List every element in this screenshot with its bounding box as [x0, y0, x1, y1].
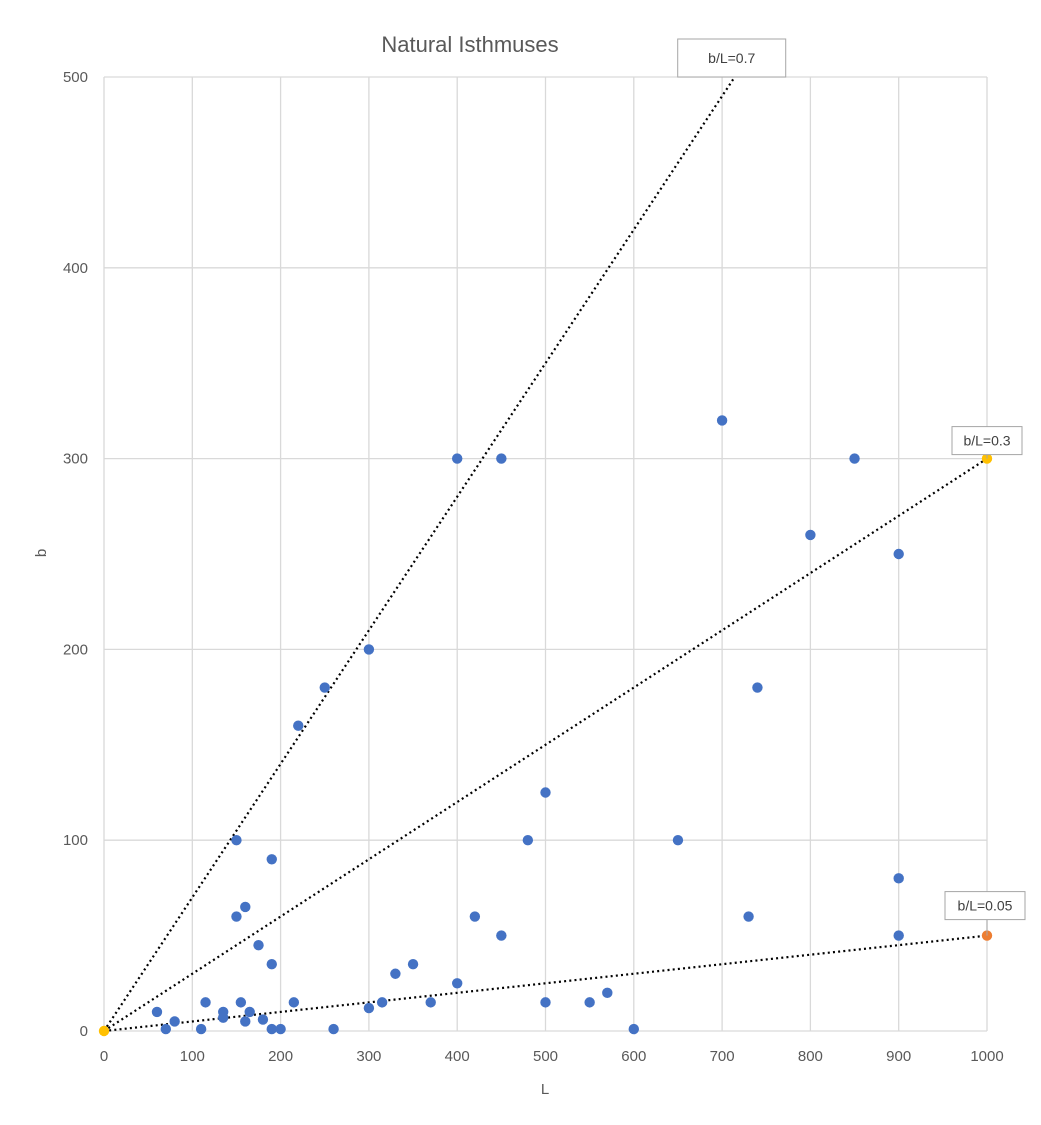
data-point [407, 959, 419, 970]
data-point [218, 1006, 229, 1018]
x-tick-label: 100 [180, 1048, 205, 1065]
x-tick-label: 900 [886, 1048, 911, 1065]
data-point [160, 1023, 172, 1035]
data-point [240, 901, 251, 913]
data-point [266, 854, 277, 865]
callout: b/L=0.3 [951, 426, 1023, 459]
data-point [363, 1002, 375, 1014]
y-tick-label: 100 [63, 832, 88, 849]
data-point [266, 1023, 277, 1035]
reference-line [103, 457, 988, 1032]
callout-box [944, 891, 1026, 921]
data-point [752, 682, 763, 693]
x-tick-label: 600 [621, 1048, 646, 1065]
callout: b/L=0.05 [944, 891, 1026, 936]
data-point [452, 978, 463, 989]
data-point [328, 1023, 339, 1035]
data-point [584, 997, 595, 1008]
data-point [805, 529, 816, 541]
y-axis-title: b [33, 549, 50, 557]
x-tick-label: 0 [100, 1048, 108, 1065]
grid [103, 76, 988, 1032]
callout-box [951, 426, 1023, 456]
data-point [240, 1016, 251, 1027]
data-point [390, 968, 401, 979]
data-point [169, 1016, 180, 1027]
y-tick-label: 500 [63, 69, 88, 86]
reference-line [103, 934, 988, 1033]
data-point [195, 1023, 207, 1035]
data-point [540, 787, 551, 798]
data-point [98, 1025, 110, 1037]
y-tick-label: 200 [63, 641, 88, 658]
data-point [275, 1023, 286, 1035]
chart-title: Natural Isthmuses [381, 32, 558, 57]
data-point [716, 415, 728, 426]
reference-lines [103, 76, 988, 1033]
data-point [231, 911, 242, 922]
callout-label: b/L=0.05 [958, 898, 1013, 914]
data-point [496, 453, 507, 464]
callout-label: b/L=0.7 [708, 50, 755, 66]
x-tick-label: 700 [710, 1048, 735, 1065]
y-tick-label: 400 [63, 260, 88, 277]
data-point [253, 939, 264, 951]
data-point [266, 959, 277, 970]
data-point [363, 644, 375, 655]
data-point [743, 911, 754, 922]
x-tick-label: 500 [533, 1048, 558, 1065]
data-point [893, 873, 904, 884]
callouts: b/L=0.7 b/L=0.3 b/L=0.05 [677, 38, 1026, 936]
data-point [672, 835, 684, 846]
x-tick-label: 300 [356, 1048, 381, 1065]
data-point [469, 911, 481, 922]
data-point [151, 1006, 163, 1018]
data-point [893, 548, 904, 560]
data-point [540, 997, 551, 1008]
x-tick-label: 1000 [970, 1048, 1003, 1065]
y-tick-label: 300 [63, 451, 88, 468]
y-axis-ticks: 0 100 200 300 400 500 [63, 69, 88, 1040]
data-point [293, 720, 304, 731]
data-point [244, 1006, 255, 1018]
x-tick-label: 800 [798, 1048, 823, 1065]
reference-line [103, 76, 736, 1032]
data-point [257, 1014, 269, 1025]
data-point [200, 997, 211, 1008]
data-point [602, 987, 613, 999]
data-point [376, 997, 388, 1008]
x-tick-label: 400 [445, 1048, 470, 1065]
data-point [893, 930, 904, 941]
data-point [452, 453, 463, 464]
data-point [231, 835, 242, 846]
data-point [425, 997, 436, 1008]
data-point [496, 930, 507, 941]
data-point [319, 682, 330, 693]
data-point [522, 835, 534, 846]
y-tick-label: 0 [80, 1023, 88, 1040]
callout-label: b/L=0.3 [963, 433, 1010, 449]
x-axis-ticks: 0 100 200 300 400 500 600 700 800 900 1000 [100, 1048, 1004, 1065]
x-axis-title: L [541, 1081, 549, 1098]
data-point [628, 1023, 639, 1035]
data-point [288, 997, 300, 1008]
callout-box [677, 38, 787, 78]
data-point [235, 997, 247, 1008]
callout: b/L=0.7 [677, 38, 787, 78]
x-tick-label: 200 [268, 1048, 293, 1065]
data-point [849, 453, 860, 464]
